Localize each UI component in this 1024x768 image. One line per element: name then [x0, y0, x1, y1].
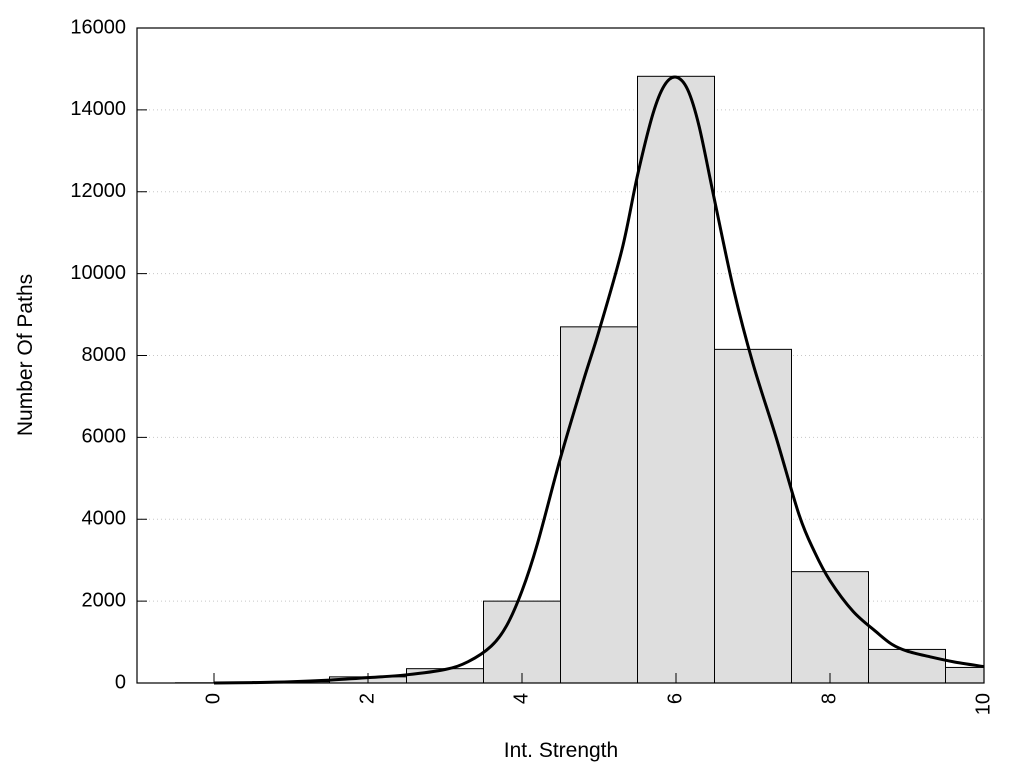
bar: [560, 326, 638, 684]
x-axis-title: Int. Strength: [504, 739, 618, 762]
bar: [637, 75, 715, 684]
y-tick-label: 14000: [70, 98, 126, 120]
y-tick-label: 0: [115, 671, 126, 693]
bar: [714, 348, 792, 684]
x-tick-label: 4: [510, 693, 532, 704]
x-tick-label: 6: [664, 693, 686, 704]
curve-line: [213, 75, 985, 685]
bars: [175, 75, 985, 684]
bar: [945, 666, 985, 684]
y-axis-title: Number Of Paths: [14, 274, 37, 436]
y-axis-ticks: 0 2000 4000 6000 8000 10000 12000 14000 16000: [70, 16, 147, 693]
y-tick-label: 16000: [70, 16, 126, 38]
y-tick-label: 4000: [82, 508, 127, 530]
y-tick-label: 2000: [82, 589, 127, 611]
y-tick-label: 8000: [82, 344, 127, 366]
x-tick-label: 0: [202, 693, 224, 704]
x-tick-label: 8: [818, 693, 840, 704]
y-tick-label: 12000: [70, 180, 126, 202]
fit-curve: [213, 75, 985, 685]
x-tick-label: 2: [356, 693, 378, 704]
y-tick-label: 6000: [82, 426, 127, 448]
bar: [791, 571, 869, 684]
x-axis-ticks: 0 2 4 6 8 10: [202, 673, 994, 715]
y-tick-label: 10000: [70, 262, 126, 284]
x-tick-label: 10: [972, 693, 994, 715]
bar: [868, 648, 946, 684]
